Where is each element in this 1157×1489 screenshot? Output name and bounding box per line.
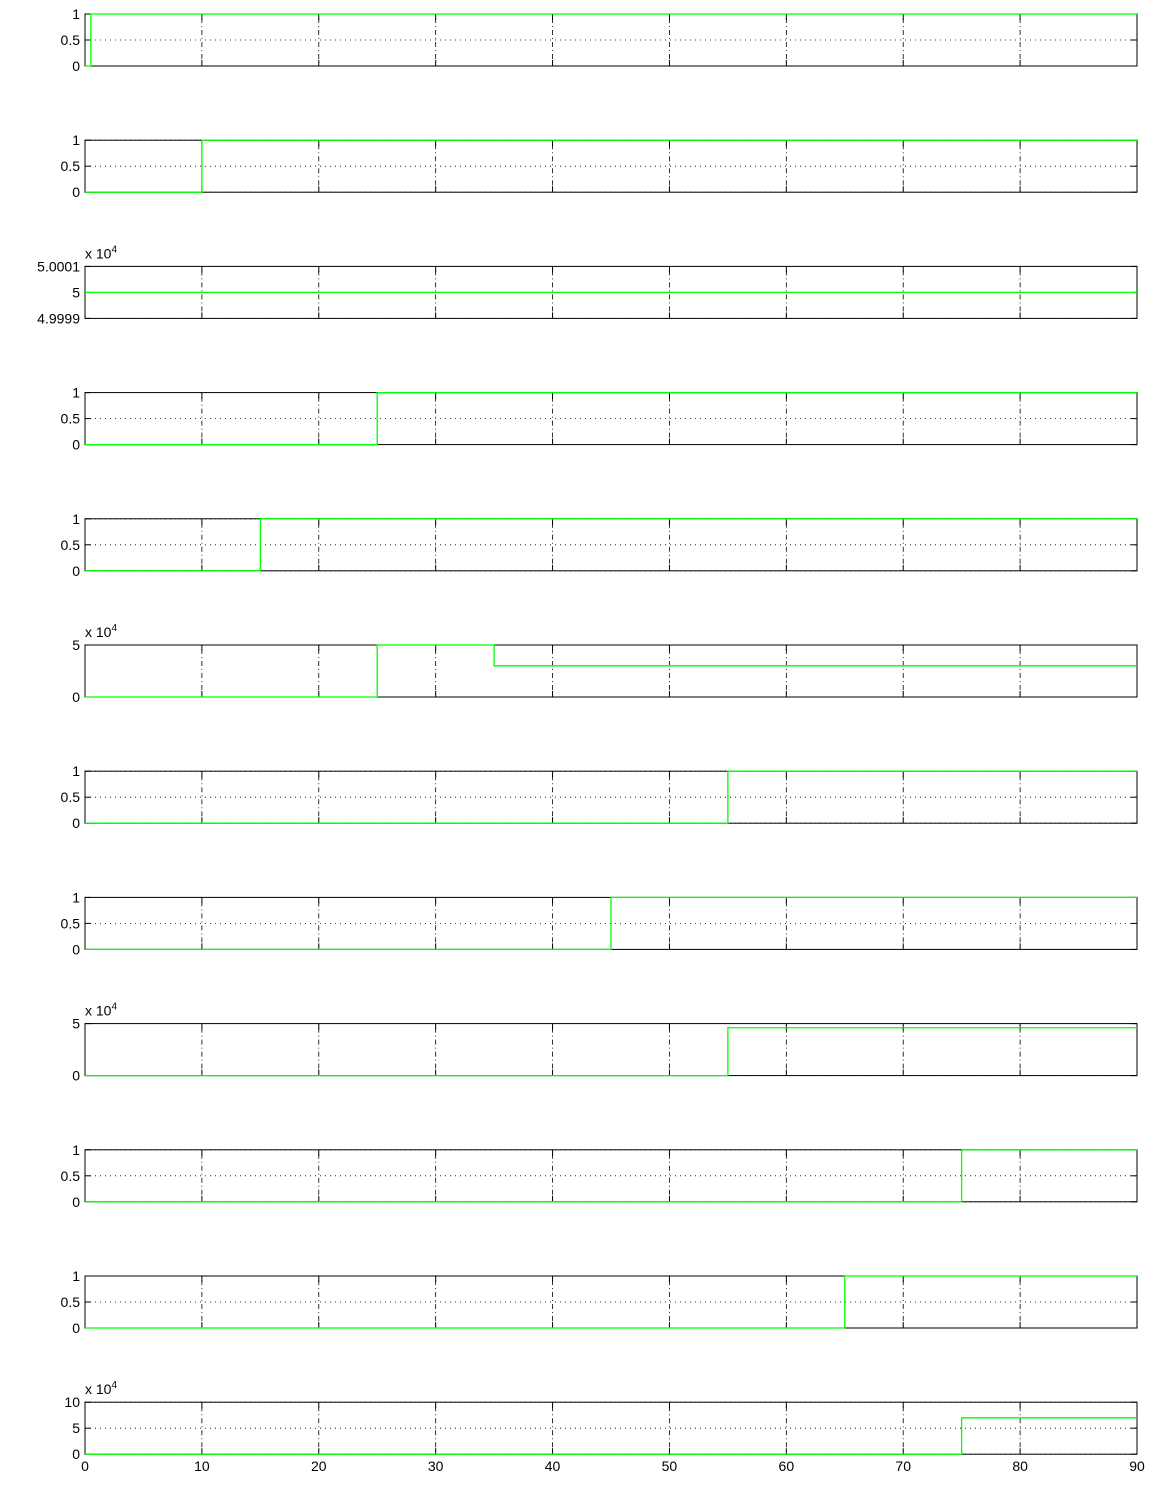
subplot: 00.51 (61, 6, 1138, 74)
y-tick-label: 0 (72, 58, 80, 74)
y-multiplier-exp: 4 (111, 623, 117, 634)
y-tick-label: 1 (72, 1268, 80, 1284)
y-tick-label: 0 (72, 941, 80, 957)
subplot: 4.9999 5 5.0001 x 104 (37, 244, 1138, 326)
y-multiplier-exp: 4 (111, 1380, 117, 1391)
y-multiplier-base: x 10 (85, 1003, 112, 1019)
y-tick-label: 0 (72, 815, 80, 831)
subplot: 00.51 (61, 511, 1138, 579)
y-tick-label: 1 (72, 132, 80, 148)
y-multiplier-base: x 10 (85, 245, 112, 261)
y-multiplier-base: x 10 (85, 624, 112, 640)
y-multiplier: x 104 (85, 244, 117, 261)
axes-frame (84, 644, 1138, 698)
x-tick-label: 90 (1129, 1458, 1145, 1474)
y-tick-label: 1 (72, 889, 80, 905)
data-line (85, 518, 1137, 572)
subplot: 00.51 (61, 1268, 1138, 1336)
subplot: 00.51 (61, 132, 1138, 200)
y-tick-label: 1 (72, 511, 80, 527)
y-multiplier: x 104 (85, 1002, 117, 1019)
subplot: 00.51 (61, 889, 1138, 957)
y-tick-label: 0.5 (61, 915, 81, 931)
data-line (85, 896, 1137, 951)
y-tick-label: 5.0001 (37, 258, 80, 274)
data-line (85, 1275, 1137, 1329)
subplot: 0 5 x 104 (72, 623, 1138, 705)
y-tick-label: 0.5 (61, 1294, 81, 1310)
y-tick-label: 0 (72, 689, 80, 705)
y-multiplier-exp: 4 (111, 1002, 117, 1013)
y-tick-label: 5 (72, 1016, 80, 1032)
y-multiplier-base: x 10 (85, 1381, 112, 1397)
x-tick-label: 10 (194, 1458, 210, 1474)
y-tick-label: 0.5 (61, 411, 81, 427)
y-tick-label: 0.5 (61, 537, 81, 553)
y-tick-label: 10 (64, 1394, 80, 1410)
y-tick-label: 0 (72, 1446, 80, 1462)
y-multiplier: x 104 (85, 1380, 117, 1397)
y-tick-label: 5 (72, 1420, 80, 1436)
y-tick-label: 0.5 (61, 158, 81, 174)
y-tick-label: 0 (72, 437, 80, 453)
x-tick-label: 70 (895, 1458, 911, 1474)
subplot: 00.51 (61, 763, 1138, 831)
x-tick-label: 40 (545, 1458, 561, 1474)
y-tick-label: 0 (72, 1194, 80, 1210)
data-line (85, 770, 1137, 824)
y-tick-label: 0.5 (61, 1168, 81, 1184)
subplot: 0 10 20 30 40 50 60 70 80 90 0 5 10 x 104 (64, 1380, 1145, 1474)
y-multiplier-exp: 4 (111, 244, 117, 255)
data-line (85, 391, 1137, 446)
y-tick-label: 4.9999 (37, 310, 80, 326)
data-line (85, 644, 1137, 698)
x-tick-label: 30 (428, 1458, 444, 1474)
data-line (85, 13, 1137, 67)
y-tick-label: 1 (72, 385, 80, 401)
y-tick-label: 0.5 (61, 789, 81, 805)
y-tick-label: 5 (72, 284, 80, 300)
axes-frame (84, 1023, 1138, 1077)
x-tick-label: 20 (311, 1458, 327, 1474)
x-tick-label: 50 (662, 1458, 678, 1474)
x-tick-label: 80 (1012, 1458, 1028, 1474)
y-tick-label: 1 (72, 1142, 80, 1158)
y-tick-label: 5 (72, 637, 80, 653)
y-multiplier: x 104 (85, 623, 117, 640)
data-line (85, 1027, 1137, 1077)
data-line (85, 139, 1137, 193)
data-line (85, 1149, 1137, 1203)
y-tick-label: 0.5 (61, 32, 81, 48)
y-tick-label: 0 (72, 1320, 80, 1336)
y-tick-label: 1 (72, 763, 80, 779)
x-tick-label: 60 (779, 1458, 795, 1474)
data-line (85, 1417, 1137, 1455)
subplot: 00.51 (61, 385, 1138, 453)
x-tick-label: 0 (81, 1458, 89, 1474)
y-tick-label: 0 (72, 563, 80, 579)
subplot: 00.51 (61, 1142, 1138, 1210)
y-tick-label: 1 (72, 6, 80, 22)
y-tick-label: 0 (72, 184, 80, 200)
subplot: 0 5 x 104 (72, 1002, 1138, 1084)
y-tick-label: 0 (72, 1068, 80, 1084)
